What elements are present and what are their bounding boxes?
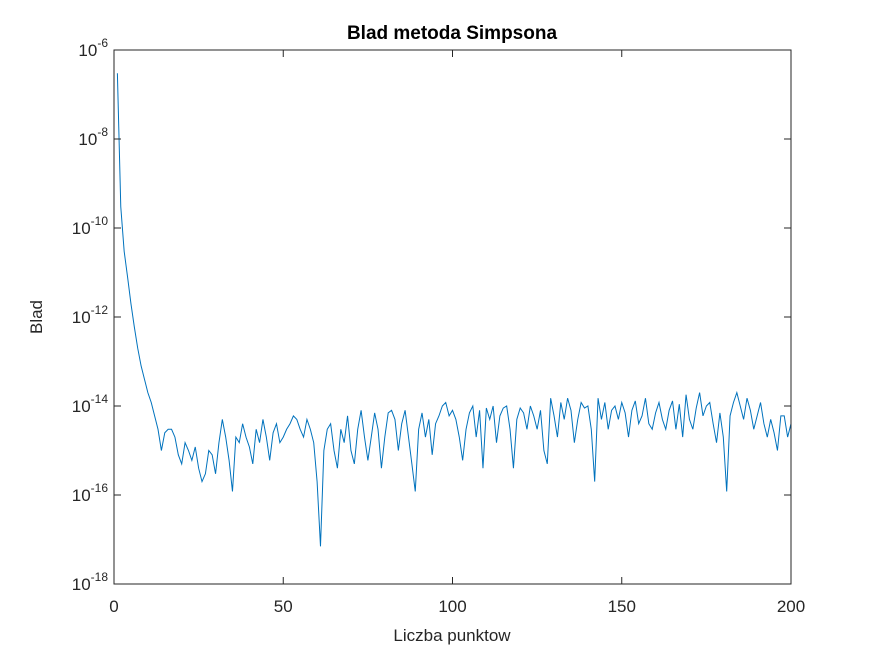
x-tick-label: 50 [274,597,293,616]
y-axis-label: Blad [27,300,46,334]
data-line [116,73,792,547]
x-axis-label: Liczba punktow [393,626,511,645]
y-tick-label: 10-12 [72,303,109,327]
x-tick-label: 100 [438,597,466,616]
x-tick-label: 0 [109,597,118,616]
y-tick-label: 10-8 [78,125,108,149]
y-tick-label: 10-18 [72,570,109,594]
x-tick-label: 200 [777,597,805,616]
y-tick-label: 10-16 [72,481,109,505]
y-tick-label: 10-14 [72,392,109,416]
chart-title: Blad metoda Simpsona [347,23,558,44]
x-tick-label: 150 [608,597,636,616]
y-tick-label: 10-6 [78,36,108,60]
y-tick-label: 10-10 [72,214,109,238]
